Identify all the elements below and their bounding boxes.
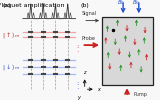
Text: Signal: Signal xyxy=(82,11,97,16)
Text: $B_0$: $B_0$ xyxy=(117,0,125,7)
Text: $y$: $y$ xyxy=(77,94,82,100)
Text: (b): (b) xyxy=(81,3,90,8)
Text: Probe: Probe xyxy=(82,36,96,41)
Text: $B_0$: $B_0$ xyxy=(132,0,140,7)
Text: $|\uparrow\rangle_m$: $|\uparrow\rangle_m$ xyxy=(2,30,21,40)
Text: .: . xyxy=(76,82,79,91)
Bar xyxy=(102,17,153,85)
Text: .: . xyxy=(76,43,78,49)
Text: $x$: $x$ xyxy=(97,86,102,93)
Text: .: . xyxy=(76,76,79,85)
Text: $|\downarrow\rangle_m$: $|\downarrow\rangle_m$ xyxy=(2,62,21,72)
Text: (a): (a) xyxy=(2,3,11,8)
Text: Pump: Pump xyxy=(133,92,147,97)
Text: .: . xyxy=(76,80,78,86)
Text: .: . xyxy=(76,44,79,54)
Text: $z$: $z$ xyxy=(83,70,88,76)
Text: .: . xyxy=(76,39,79,48)
Text: Floquet amplification: Floquet amplification xyxy=(0,3,64,8)
